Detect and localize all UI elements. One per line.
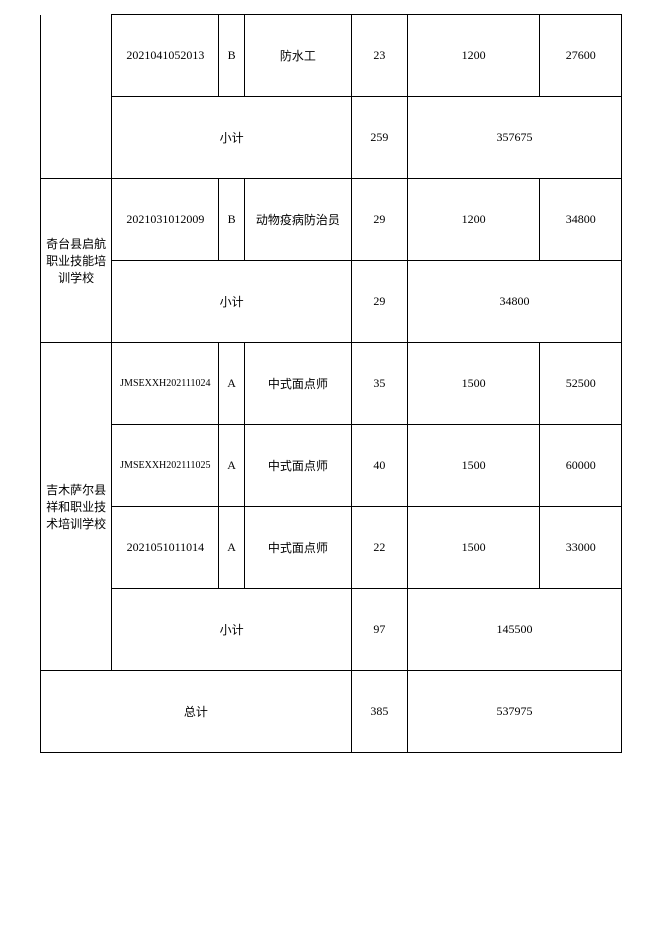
grade-cell: A — [219, 507, 244, 589]
code-cell: 2021031012009 — [112, 179, 219, 261]
school-cell — [41, 15, 112, 179]
school-cell: 吉木萨尔县祥和职业技术培训学校 — [41, 343, 112, 671]
grade-cell: A — [219, 343, 244, 425]
total-count: 385 — [351, 671, 407, 753]
job-cell: 动物疫病防治员 — [244, 179, 351, 261]
rate-cell: 1500 — [407, 425, 540, 507]
subtotal-label: 小计 — [112, 589, 352, 671]
subtotal-sum: 34800 — [407, 261, 621, 343]
count-cell: 23 — [351, 15, 407, 97]
count-cell: 29 — [351, 179, 407, 261]
training-table: 2021041052013 B 防水工 23 1200 27600 小计 259… — [40, 14, 622, 753]
amount-cell: 52500 — [540, 343, 622, 425]
job-cell: 中式面点师 — [244, 507, 351, 589]
count-cell: 35 — [351, 343, 407, 425]
page: 2021041052013 B 防水工 23 1200 27600 小计 259… — [0, 0, 662, 753]
job-cell: 中式面点师 — [244, 425, 351, 507]
subtotal-count: 97 — [351, 589, 407, 671]
total-label: 总计 — [41, 671, 352, 753]
code-cell: JMSEXXH202111025 — [112, 425, 219, 507]
school-cell: 奇台县启航职业技能培训学校 — [41, 179, 112, 343]
grade-cell: A — [219, 425, 244, 507]
subtotal-label: 小计 — [112, 97, 352, 179]
total-row: 总计 385 537975 — [41, 671, 622, 753]
rate-cell: 1200 — [407, 179, 540, 261]
subtotal-row: 小计 29 34800 — [41, 261, 622, 343]
table-row: 奇台县启航职业技能培训学校 2021031012009 B 动物疫病防治员 29… — [41, 179, 622, 261]
subtotal-label: 小计 — [112, 261, 352, 343]
table-row: JMSEXXH202111025 A 中式面点师 40 1500 60000 — [41, 425, 622, 507]
amount-cell: 33000 — [540, 507, 622, 589]
job-cell: 防水工 — [244, 15, 351, 97]
grade-cell: B — [219, 15, 244, 97]
subtotal-sum: 357675 — [407, 97, 621, 179]
count-cell: 22 — [351, 507, 407, 589]
subtotal-row: 小计 259 357675 — [41, 97, 622, 179]
subtotal-sum: 145500 — [407, 589, 621, 671]
job-cell: 中式面点师 — [244, 343, 351, 425]
amount-cell: 34800 — [540, 179, 622, 261]
code-cell: JMSEXXH202111024 — [112, 343, 219, 425]
amount-cell: 27600 — [540, 15, 622, 97]
subtotal-row: 小计 97 145500 — [41, 589, 622, 671]
table-row: 2021051011014 A 中式面点师 22 1500 33000 — [41, 507, 622, 589]
amount-cell: 60000 — [540, 425, 622, 507]
grade-cell: B — [219, 179, 244, 261]
table-row: 2021041052013 B 防水工 23 1200 27600 — [41, 15, 622, 97]
table-row: 吉木萨尔县祥和职业技术培训学校 JMSEXXH202111024 A 中式面点师… — [41, 343, 622, 425]
count-cell: 40 — [351, 425, 407, 507]
subtotal-count: 259 — [351, 97, 407, 179]
rate-cell: 1200 — [407, 15, 540, 97]
code-cell: 2021041052013 — [112, 15, 219, 97]
rate-cell: 1500 — [407, 507, 540, 589]
total-sum: 537975 — [407, 671, 621, 753]
rate-cell: 1500 — [407, 343, 540, 425]
code-cell: 2021051011014 — [112, 507, 219, 589]
subtotal-count: 29 — [351, 261, 407, 343]
